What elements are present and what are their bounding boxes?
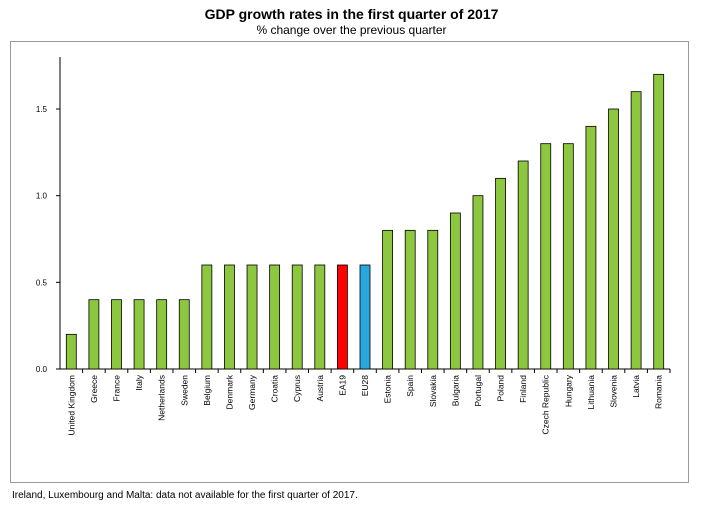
bar xyxy=(630,91,642,370)
category-label: France xyxy=(111,375,121,402)
bar xyxy=(540,143,552,370)
category-label: Finland xyxy=(518,375,528,403)
bar xyxy=(653,73,665,370)
chart-frame xyxy=(10,41,689,483)
y-tick-label: 0.5 xyxy=(36,278,48,287)
category-label: Austria xyxy=(315,375,325,402)
category-label: Spain xyxy=(405,375,415,397)
bar xyxy=(337,264,348,370)
bar xyxy=(65,333,77,370)
bar xyxy=(133,299,145,370)
category-label: Portugal xyxy=(473,375,483,407)
category-label: Estonia xyxy=(383,375,393,404)
category-label: Netherlands xyxy=(157,375,167,421)
y-tick-label: 1.5 xyxy=(36,105,48,114)
bar xyxy=(495,177,506,370)
category-label: Sweden xyxy=(179,375,189,406)
category-label: Germany xyxy=(247,374,257,410)
category-label: Slovenia xyxy=(609,375,619,408)
bar xyxy=(562,143,574,370)
bar xyxy=(111,299,122,370)
bar xyxy=(314,264,326,370)
category-label: Czech Republic xyxy=(541,374,551,434)
bar xyxy=(608,108,619,370)
bar xyxy=(585,125,597,370)
category-label: EA19 xyxy=(337,375,347,396)
category-label: Hungary xyxy=(563,374,573,407)
category-label: Latvia xyxy=(631,375,641,398)
chart-title: GDP growth rates in the first quarter of… xyxy=(204,6,499,22)
category-label: Romania xyxy=(654,375,664,409)
bar xyxy=(449,212,461,370)
chart-subtitle: % change over the previous quarter xyxy=(256,23,447,37)
bar xyxy=(246,264,258,370)
category-label: Lithuania xyxy=(586,375,596,410)
bar xyxy=(88,299,100,370)
category-label: Belgium xyxy=(202,375,212,406)
bar xyxy=(382,229,393,370)
bar xyxy=(472,195,484,370)
bar xyxy=(404,229,416,370)
category-label: Slovakia xyxy=(428,375,438,407)
bar xyxy=(427,229,439,370)
category-label: Bulgaria xyxy=(450,375,460,406)
bar xyxy=(269,264,281,370)
bar xyxy=(291,264,303,370)
y-tick-label: 1.0 xyxy=(36,192,48,201)
category-label: United Kingdom xyxy=(66,375,76,435)
category-label: Cyprus xyxy=(292,375,302,402)
footnote: Ireland, Luxembourg and Malta: data not … xyxy=(12,490,358,501)
category-label: Italy xyxy=(134,374,144,390)
category-label: Croatia xyxy=(270,375,280,403)
bar xyxy=(517,160,529,370)
category-label: Denmark xyxy=(224,374,234,409)
bar xyxy=(156,299,168,370)
category-label: Greece xyxy=(89,375,99,403)
bar xyxy=(359,264,371,370)
y-tick-label: 0.0 xyxy=(36,365,48,374)
bar xyxy=(178,299,190,370)
bar xyxy=(224,264,235,370)
category-label: EU28 xyxy=(360,375,370,397)
bar xyxy=(201,264,213,370)
category-label: Poland xyxy=(496,375,506,402)
